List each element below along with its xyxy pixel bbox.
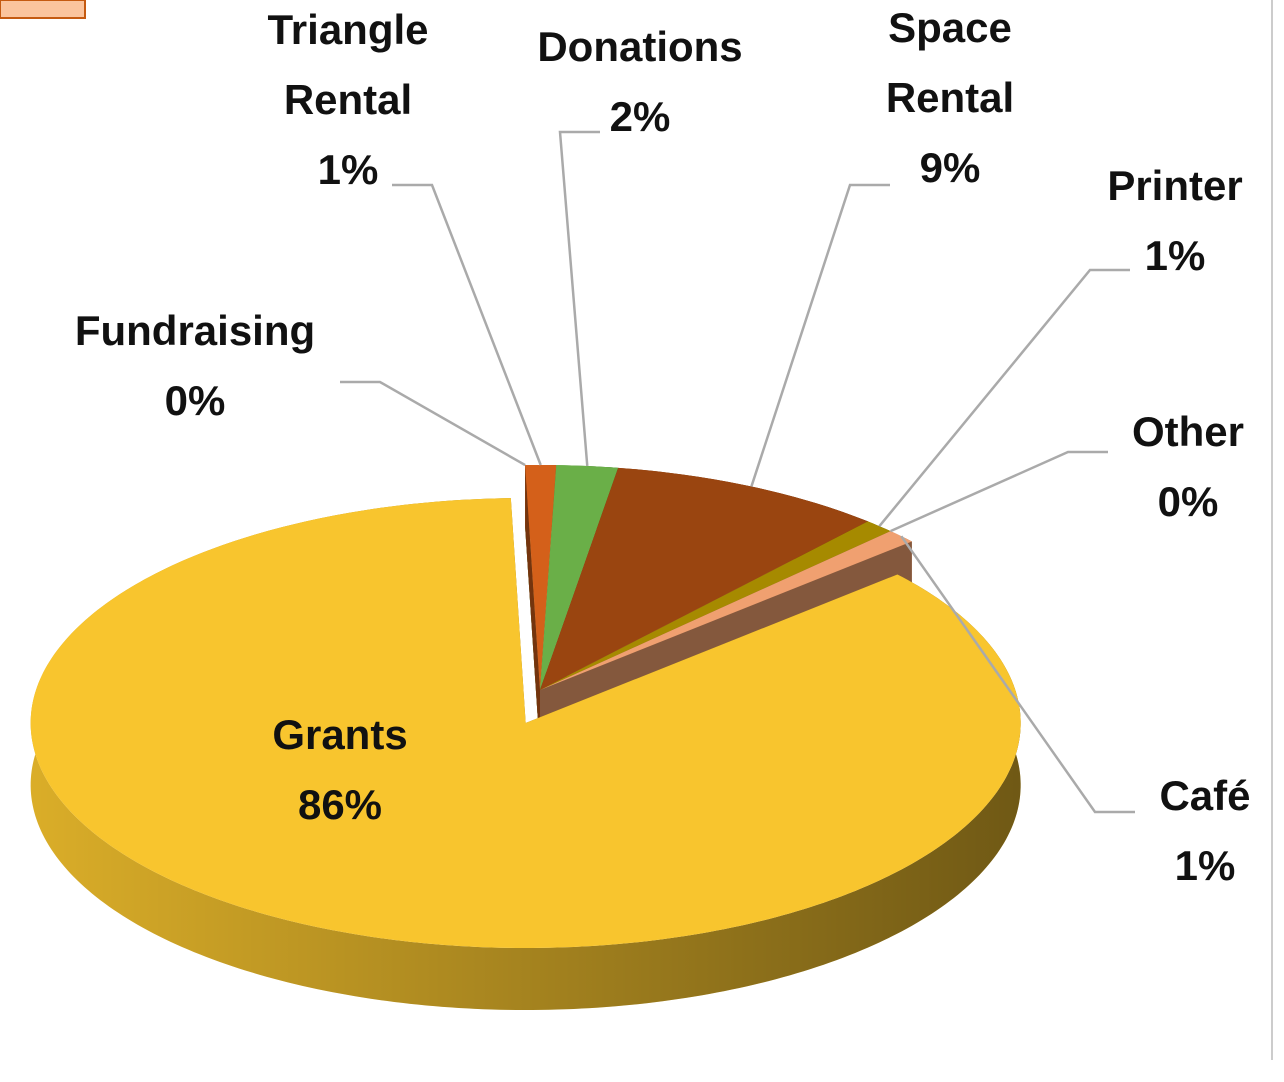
- value-label: 1%: [1144, 232, 1206, 279]
- category-name: Grants: [272, 711, 408, 758]
- slice-label: Printer 1%: [1075, 151, 1275, 291]
- category-name: Other: [1131, 408, 1244, 455]
- slice-cut-shade: [525, 465, 540, 752]
- leader-line: [392, 183, 542, 466]
- value-label: 2%: [609, 93, 671, 140]
- category-name: Café: [1159, 772, 1251, 819]
- slice-label: Café 1%: [1125, 761, 1284, 901]
- category-name: Printer: [1107, 162, 1243, 209]
- value-label: 9%: [919, 144, 981, 191]
- value-label: 0%: [1157, 478, 1219, 525]
- slice: [540, 531, 912, 690]
- value-label: 86%: [297, 781, 383, 828]
- category-name: Fundraising: [74, 307, 316, 354]
- slice-label: Other 0%: [1088, 397, 1284, 537]
- slice-cut: [525, 465, 540, 752]
- slice-label: Triangle Rental 1%: [238, 0, 458, 205]
- slice-label: Space Rental 9%: [850, 0, 1050, 203]
- category-name: Triangle Rental: [267, 6, 429, 123]
- leader-line: [890, 450, 1108, 533]
- value-label: 1%: [317, 146, 379, 193]
- leader-line: [558, 130, 600, 467]
- value-label: 1%: [1174, 842, 1236, 889]
- leader-line: [878, 268, 1130, 527]
- leader-line: [750, 183, 890, 487]
- slice: [540, 521, 891, 690]
- category-name: Donations: [537, 23, 743, 70]
- leader-line: [900, 535, 1135, 814]
- corner-box: [0, 0, 86, 19]
- leader-lines: [340, 130, 1135, 814]
- slice: [540, 467, 868, 690]
- slice-label: Donations 2%: [490, 12, 790, 152]
- leader-line: [340, 380, 526, 467]
- slice: [525, 465, 557, 690]
- pie-tops: [30, 465, 1021, 949]
- slice: [30, 498, 1021, 949]
- value-label: 0%: [164, 377, 226, 424]
- category-name: Space Rental: [885, 4, 1015, 121]
- slice-label: Fundraising 0%: [35, 296, 355, 436]
- slice-label: Grants 86%: [220, 700, 460, 840]
- slice: [540, 465, 619, 690]
